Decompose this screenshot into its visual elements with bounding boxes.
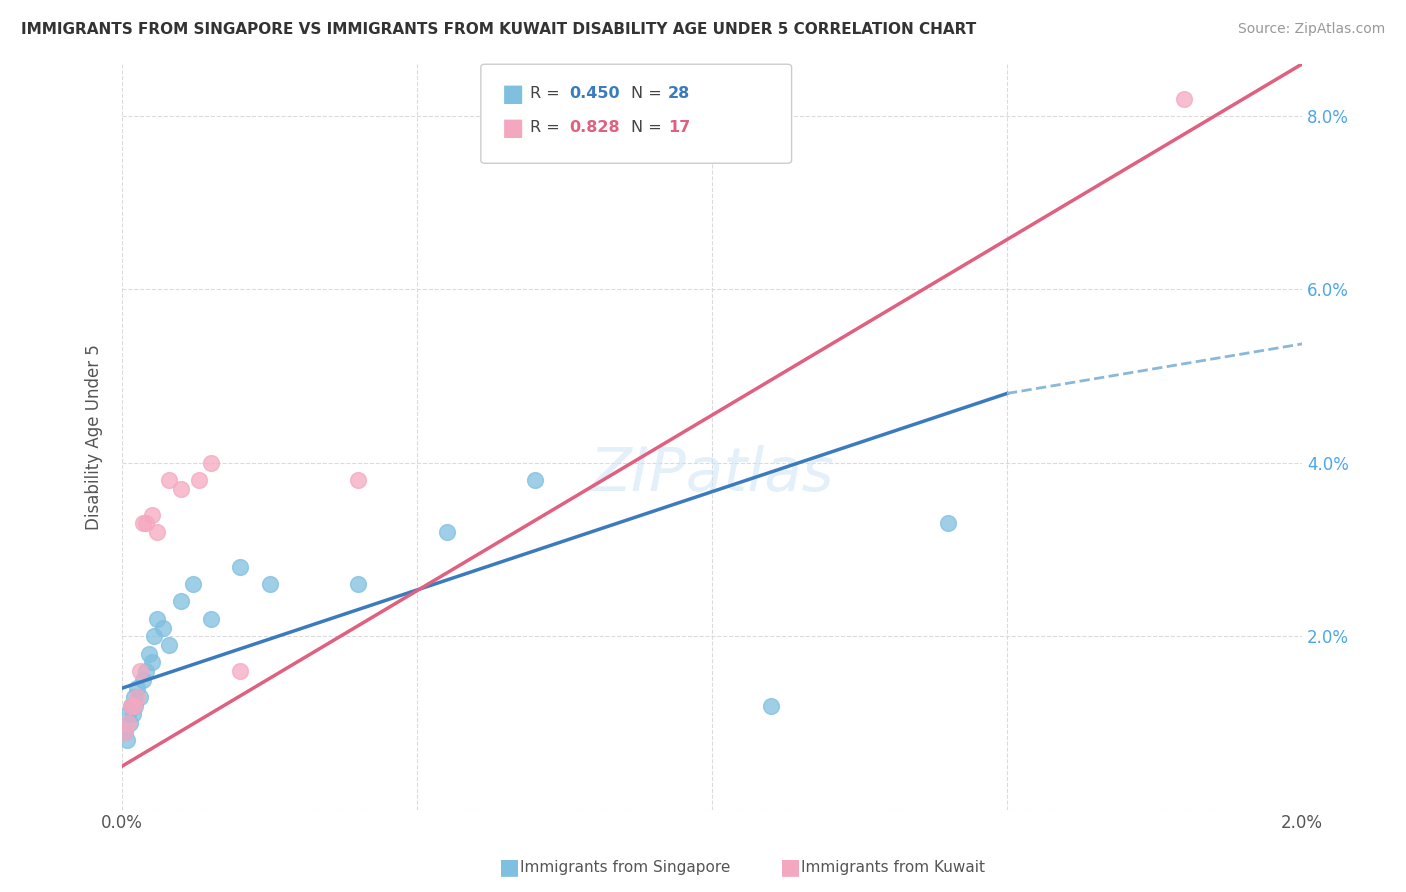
Text: Immigrants from Singapore: Immigrants from Singapore (520, 860, 731, 874)
Point (347, 577, 370, 591)
Text: 0.450: 0.450 (569, 87, 620, 101)
Point (141, 508, 163, 522)
Point (122, 698, 145, 713)
Point (524, 473, 547, 487)
Text: N =: N = (631, 120, 668, 135)
Point (117, 715, 139, 730)
Point (170, 482, 193, 496)
Point (1173, 92, 1195, 106)
Point (131, 673, 153, 687)
Point (347, 473, 370, 487)
Point (146, 525, 169, 540)
Point (138, 647, 160, 661)
Text: ■: ■ (502, 116, 524, 139)
Point (146, 612, 169, 626)
Point (229, 664, 252, 678)
Point (200, 456, 222, 470)
Text: N =: N = (631, 87, 668, 101)
Point (187, 473, 209, 487)
Point (128, 690, 150, 704)
Point (759, 698, 782, 713)
Text: Source: ZipAtlas.com: Source: ZipAtlas.com (1237, 22, 1385, 37)
Point (121, 707, 143, 722)
Point (118, 715, 141, 730)
Point (131, 516, 153, 531)
Point (229, 559, 252, 574)
Point (135, 516, 157, 531)
Point (152, 620, 174, 634)
Point (120, 698, 142, 713)
Point (936, 516, 959, 531)
Y-axis label: Disability Age Under 5: Disability Age Under 5 (86, 343, 103, 530)
Point (115, 733, 138, 747)
Text: ■: ■ (502, 82, 524, 105)
Point (114, 724, 136, 739)
Point (117, 707, 139, 722)
Text: R =: R = (530, 120, 565, 135)
Point (259, 577, 281, 591)
Text: R =: R = (530, 87, 565, 101)
Point (128, 664, 150, 678)
Point (125, 681, 148, 696)
Point (135, 664, 157, 678)
Point (157, 473, 180, 487)
Point (436, 525, 458, 540)
Point (120, 698, 142, 713)
Point (170, 594, 193, 608)
Text: 17: 17 (668, 120, 690, 135)
Point (122, 690, 145, 704)
Text: ■: ■ (780, 857, 801, 877)
Text: 0.828: 0.828 (569, 120, 620, 135)
Text: ■: ■ (499, 857, 520, 877)
Point (125, 690, 148, 704)
Point (114, 724, 136, 739)
Text: IMMIGRANTS FROM SINGAPORE VS IMMIGRANTS FROM KUWAIT DISABILITY AGE UNDER 5 CORRE: IMMIGRANTS FROM SINGAPORE VS IMMIGRANTS … (21, 22, 976, 37)
Point (181, 577, 204, 591)
Point (200, 612, 222, 626)
Point (157, 638, 180, 652)
Text: ZIPatlas: ZIPatlas (589, 444, 834, 504)
Point (143, 629, 166, 643)
Text: Immigrants from Kuwait: Immigrants from Kuwait (801, 860, 986, 874)
Text: 28: 28 (668, 87, 690, 101)
Point (141, 655, 163, 669)
Point (124, 698, 146, 713)
